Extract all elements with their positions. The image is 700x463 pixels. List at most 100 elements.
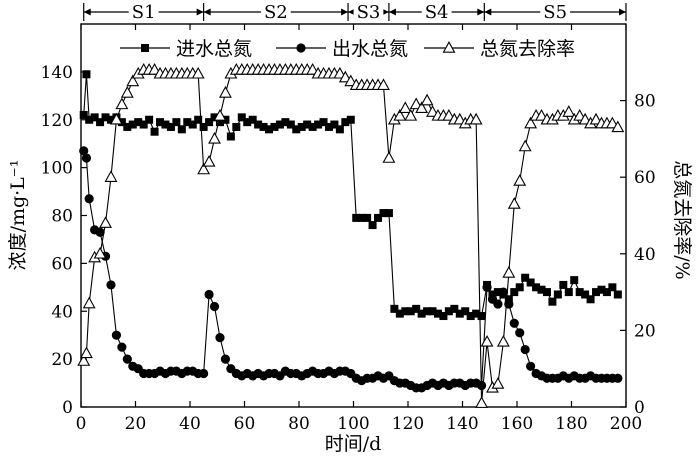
x-tick-label: 180 (555, 414, 587, 434)
data-point (480, 334, 494, 347)
data-point (286, 120, 295, 129)
series-line (83, 74, 619, 317)
data-point (559, 280, 568, 289)
data-point (592, 288, 601, 297)
data-point (493, 288, 502, 297)
data-point (482, 282, 492, 292)
stage-arrow-left (388, 8, 396, 16)
data-point (515, 283, 524, 292)
y-tick-label: 60 (51, 254, 73, 274)
data-point (281, 118, 290, 127)
stage-annotations: S1 S2 S3 S4 S5 (83, 2, 627, 23)
stage-arrow-right (477, 8, 485, 16)
data-point (156, 118, 165, 127)
data-point (85, 115, 94, 124)
stage-label: S1 (132, 2, 156, 23)
x-tick-label: 20 (125, 414, 147, 434)
data-point (205, 118, 214, 127)
x-tick-label: 80 (288, 414, 310, 434)
data-point (188, 120, 197, 129)
data-point (90, 113, 99, 122)
data-point (417, 309, 426, 318)
data-point (199, 122, 208, 131)
data-point (406, 307, 415, 316)
data-point (308, 122, 317, 131)
data-point (374, 213, 383, 222)
data-point (338, 70, 352, 83)
data-point (578, 112, 592, 125)
y2-tick-label: 60 (634, 168, 656, 188)
data-point (106, 280, 116, 290)
data-point (398, 101, 412, 114)
data-point (363, 213, 372, 222)
y-tick-label: 120 (41, 111, 73, 131)
data-point (145, 115, 154, 124)
x-axis-title: 时间/d (325, 433, 382, 455)
data-point (215, 118, 224, 127)
x-tick-label: 60 (234, 414, 256, 434)
x-tick-label: 100 (337, 414, 369, 434)
data-point (368, 221, 377, 230)
stage-arrow-right (196, 8, 204, 16)
data-point (220, 354, 231, 364)
data-point (491, 377, 505, 389)
data-point (104, 170, 118, 182)
data-point (415, 101, 429, 114)
data-point (475, 396, 489, 408)
data-point (99, 216, 112, 228)
data-point (513, 174, 527, 186)
data-point (150, 127, 159, 136)
data-point (226, 132, 235, 141)
stage-label-bg (353, 2, 384, 23)
y-tick-label: 140 (41, 63, 73, 83)
series-layer (77, 63, 625, 408)
data-point (469, 112, 483, 125)
data-point (191, 66, 205, 79)
data-point (605, 116, 619, 129)
data-point (303, 120, 312, 129)
data-point (115, 97, 129, 110)
data-point (81, 153, 92, 163)
data-point (562, 105, 576, 117)
data-point (404, 108, 418, 121)
stage-arrow-left (348, 8, 356, 16)
data-point (597, 285, 606, 294)
data-point (123, 122, 132, 131)
data-point (333, 66, 347, 79)
data-point (79, 110, 88, 119)
data-point (296, 43, 306, 53)
data-point (515, 328, 525, 338)
series-filled-circle (79, 146, 623, 393)
data-point (455, 309, 464, 318)
y-tick-label: 0 (62, 398, 73, 418)
data-point (524, 116, 538, 129)
data-point (493, 299, 503, 309)
data-point (237, 113, 246, 122)
data-point (177, 125, 186, 134)
data-point (84, 194, 94, 204)
data-point (254, 120, 263, 129)
data-point (423, 307, 432, 316)
data-point (297, 122, 306, 131)
data-point (215, 332, 225, 343)
x-tick-label: 160 (501, 414, 533, 434)
data-point (95, 227, 105, 237)
data-point (344, 74, 358, 87)
data-point (377, 78, 390, 91)
data-point (93, 246, 107, 259)
data-point (306, 63, 320, 75)
data-point (502, 266, 516, 278)
data-point (564, 288, 573, 297)
stage-arrow-right (341, 8, 349, 16)
data-point (248, 115, 257, 124)
data-point (613, 290, 622, 299)
data-point (453, 112, 467, 125)
data-point (611, 120, 625, 133)
data-point (122, 354, 132, 364)
data-point (521, 273, 530, 282)
y-tick-label: 100 (41, 159, 73, 179)
stage-arrow-right (619, 8, 626, 16)
data-point (96, 118, 105, 127)
stage-label: S4 (425, 2, 449, 23)
